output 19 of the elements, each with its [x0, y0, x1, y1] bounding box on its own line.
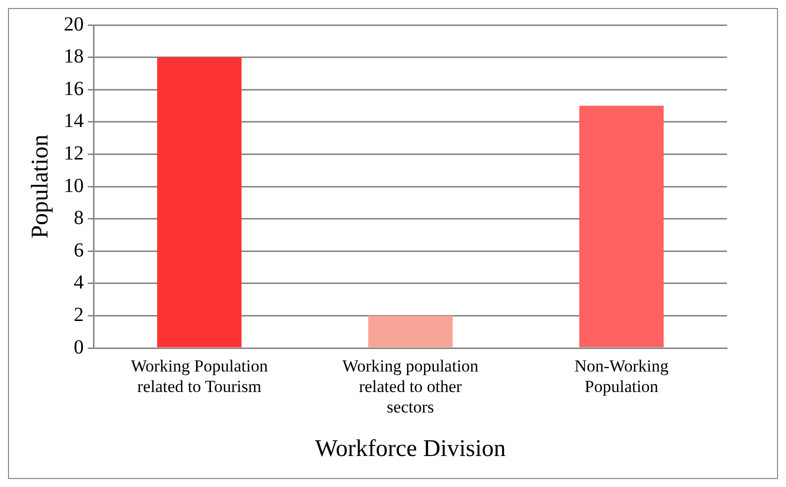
- y-axis-title: Population: [28, 134, 54, 239]
- bar: [579, 106, 664, 348]
- y-tick-label: 18: [64, 46, 84, 68]
- y-tick-label: 20: [64, 13, 84, 36]
- x-axis-title: Workforce Division: [315, 436, 506, 462]
- y-tick-label: 14: [64, 110, 84, 132]
- y-tick-label: 8: [74, 207, 84, 230]
- bar: [368, 316, 453, 348]
- y-tick-label: 2: [74, 304, 84, 326]
- x-tick-label: Working Population related to Tourism: [130, 356, 268, 396]
- x-tick-label: Non-Working Population: [574, 356, 669, 396]
- x-tick-label: Working population related to other sectors: [342, 356, 479, 416]
- y-tick-label: 16: [64, 78, 84, 100]
- y-tick-label: 12: [64, 142, 84, 164]
- y-tick-label: 10: [64, 174, 84, 197]
- y-tick-label: 6: [74, 239, 84, 262]
- y-tick-label: 0: [74, 336, 84, 358]
- y-tick-label: 4: [74, 272, 84, 294]
- bar: [157, 57, 242, 348]
